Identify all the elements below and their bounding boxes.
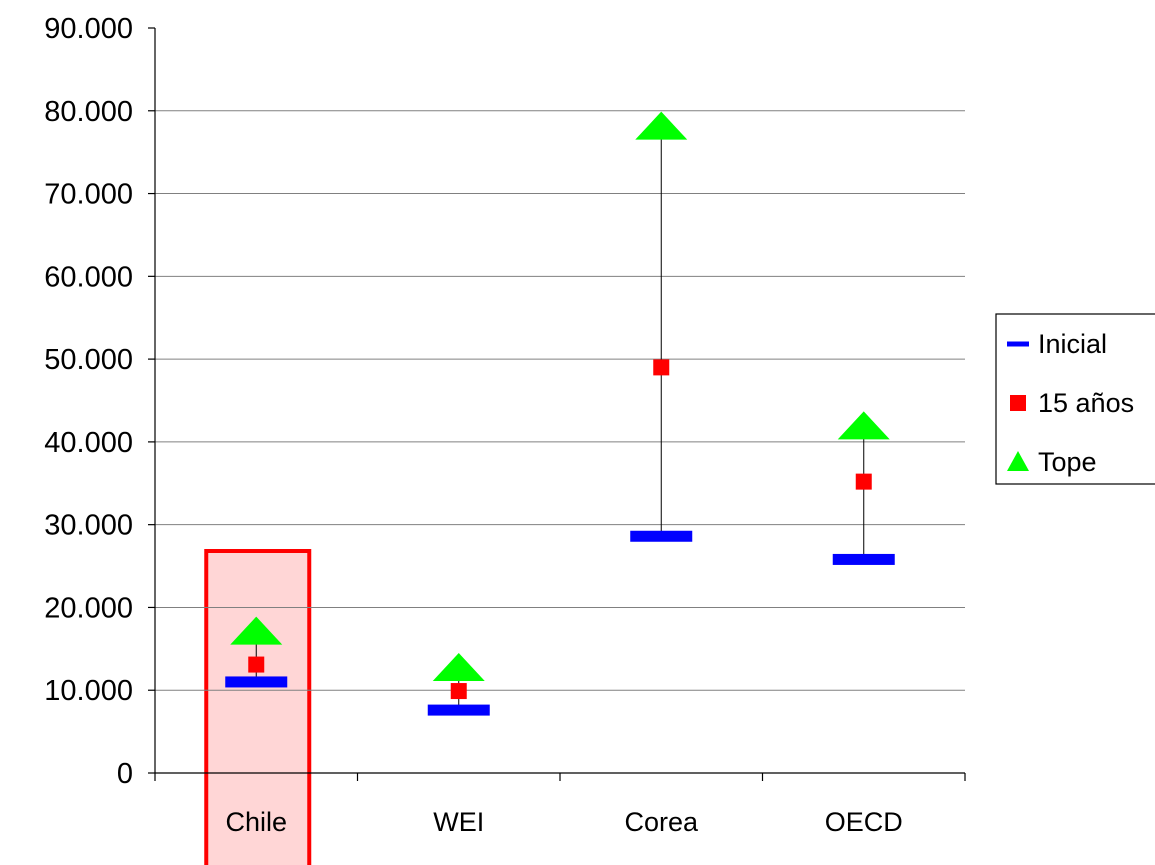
- legend-marker-tope: [1007, 451, 1029, 471]
- legend-marker-15-a-os: [1010, 395, 1026, 411]
- x-tick-label-chile: Chile: [225, 807, 287, 837]
- point-15-a-os-wei: [450, 683, 467, 700]
- y-tick-label: 10.000: [44, 675, 133, 707]
- axes: [148, 27, 966, 781]
- legend-label-inicial: Inicial: [1038, 329, 1107, 359]
- y-tick-label: 90.000: [44, 13, 133, 45]
- point-inicial-chile: [225, 676, 288, 688]
- x-tick-label-corea: Corea: [624, 807, 699, 837]
- gridlines: [155, 110, 965, 691]
- y-tick-label: 0: [117, 758, 133, 790]
- point-15-a-os-corea: [653, 359, 670, 376]
- y-tick-label: 60.000: [44, 261, 133, 293]
- x-tick-label-wei: WEI: [433, 807, 484, 837]
- legend-label-15-a-os: 15 años: [1038, 388, 1134, 418]
- y-tick-label: 50.000: [44, 344, 133, 376]
- highlight-box-chile: [204, 549, 312, 865]
- legend-label-tope: Tope: [1038, 447, 1097, 477]
- point-inicial-wei: [427, 704, 490, 716]
- y-tick-label: 40.000: [44, 427, 133, 459]
- point-tope-chile: [230, 616, 283, 645]
- y-tick-label: 30.000: [44, 510, 133, 542]
- point-15-a-os-oecd: [855, 473, 872, 490]
- point-tope-oecd: [837, 411, 890, 440]
- y-tick-label: 80.000: [44, 96, 133, 128]
- y-tick-label: 20.000: [44, 592, 133, 624]
- point-inicial-oecd: [832, 553, 895, 565]
- legend-marker-inicial: [1007, 341, 1029, 347]
- x-tick-label-oecd: OECD: [825, 807, 903, 837]
- point-15-a-os-chile: [248, 656, 265, 673]
- point-tope-wei: [432, 653, 485, 682]
- y-tick-label: 70.000: [44, 179, 133, 211]
- point-tope-corea: [635, 111, 688, 140]
- legend: Inicial 15 años Tope: [995, 313, 1155, 485]
- point-inicial-corea: [630, 530, 693, 542]
